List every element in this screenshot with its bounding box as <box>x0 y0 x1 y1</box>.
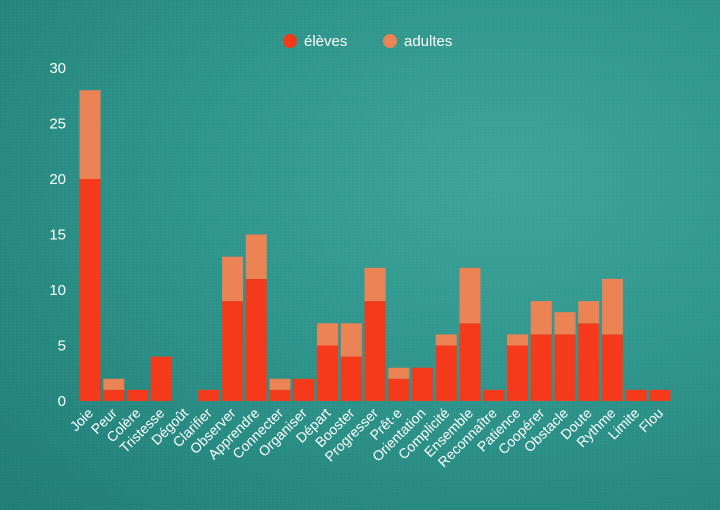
y-tick-label: 5 <box>58 338 66 355</box>
legend-marker-adultes <box>383 34 397 48</box>
bar-eleves <box>127 389 148 401</box>
y-tick-label: 10 <box>49 282 66 299</box>
bar-eleves <box>625 389 647 401</box>
y-tick-label: 15 <box>49 227 66 244</box>
bar-eleves <box>412 367 433 401</box>
legend-label-adultes: adultes <box>404 33 452 50</box>
y-tick-label: 20 <box>49 171 66 188</box>
bar-adultes <box>388 367 410 379</box>
bar-eleves <box>388 378 410 401</box>
bar-eleves <box>269 389 291 401</box>
bar-adultes <box>459 267 481 324</box>
bar-eleves <box>530 334 552 401</box>
bar-adultes <box>340 323 362 357</box>
bar-eleves <box>103 389 125 401</box>
bar-adultes <box>554 312 576 335</box>
bar-eleves <box>602 334 623 401</box>
bar-eleves <box>150 356 172 401</box>
bar-eleves <box>340 356 362 401</box>
bar-adultes <box>103 378 125 390</box>
bar-eleves <box>435 345 457 401</box>
bar-eleves <box>578 323 600 401</box>
bar-eleves <box>222 301 243 401</box>
bar-eleves <box>364 301 386 401</box>
bar-adultes <box>245 234 267 279</box>
bar-adultes <box>578 301 600 324</box>
bar-eleves <box>554 334 576 401</box>
legend-marker-eleves <box>283 34 297 48</box>
bar-eleves <box>317 345 338 401</box>
bar-adultes <box>364 267 386 302</box>
bar-eleves <box>198 389 220 401</box>
bar-adultes <box>507 334 528 346</box>
bar-eleves <box>79 179 101 401</box>
bars <box>79 90 671 401</box>
x-tick-label: Flou <box>636 405 667 436</box>
bar-adultes <box>269 378 291 390</box>
bar-adultes <box>79 90 101 179</box>
y-axis: 0 5 10 15 20 25 30 <box>49 60 66 410</box>
bar-eleves <box>507 345 528 401</box>
y-tick-label: 0 <box>58 393 66 410</box>
bar-adultes <box>530 301 552 335</box>
bar-eleves <box>483 389 505 401</box>
legend-label-eleves: élèves <box>304 33 347 50</box>
bar-eleves <box>649 389 671 401</box>
x-axis: JoiePeurColèreTristesseDégoûtClarifierOb… <box>67 405 666 470</box>
bar-eleves <box>293 378 315 401</box>
legend: élèves adultes <box>283 33 452 50</box>
y-tick-label: 30 <box>49 60 66 77</box>
bar-eleves <box>245 278 267 401</box>
bar-adultes <box>222 256 243 302</box>
bar-eleves <box>459 323 481 401</box>
bar-adultes <box>435 334 457 346</box>
bar-adultes <box>602 278 623 335</box>
bar-adultes <box>317 323 338 346</box>
y-tick-label: 25 <box>49 116 66 133</box>
